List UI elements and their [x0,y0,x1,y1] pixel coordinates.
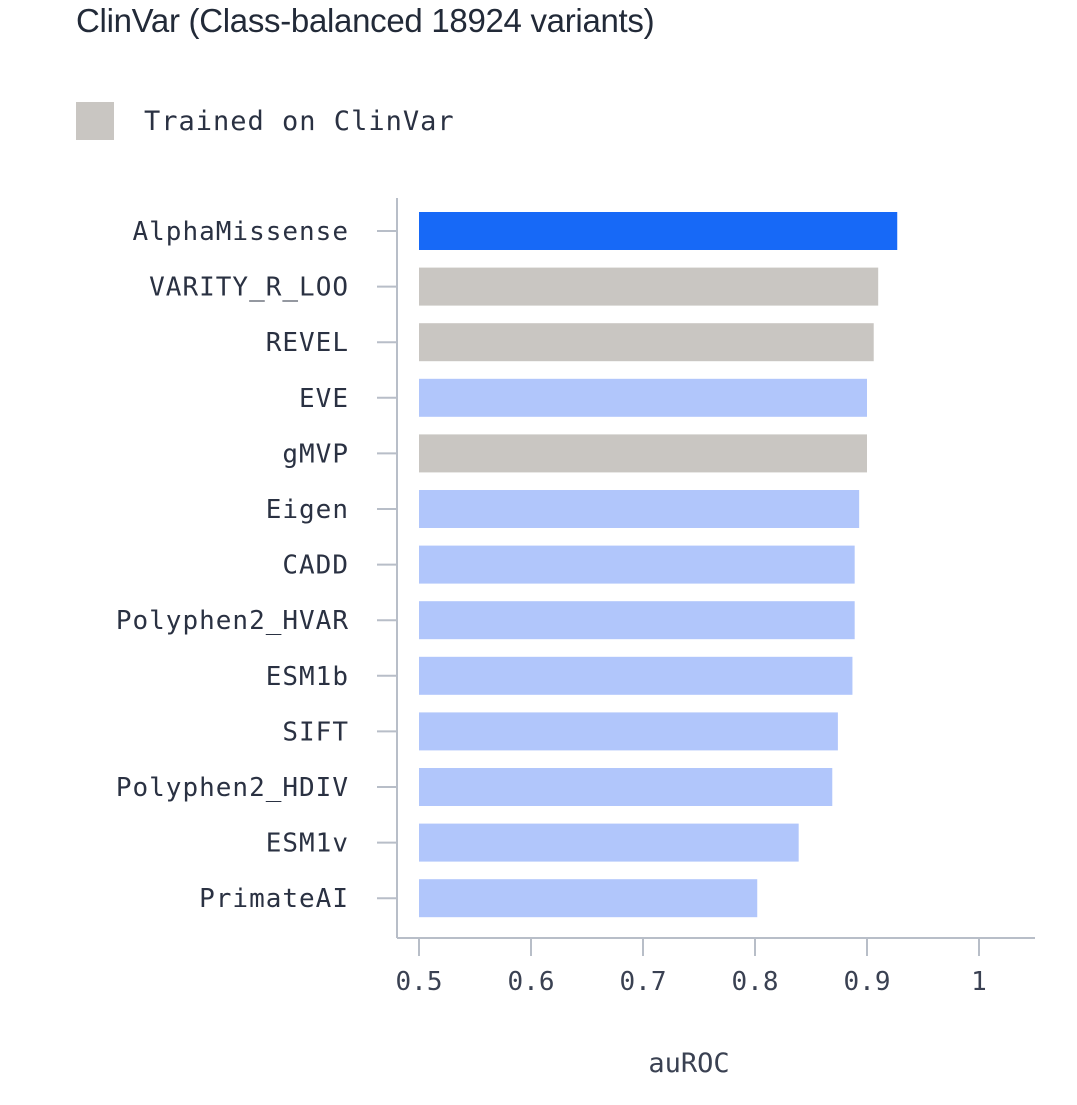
category-label-varity-r-loo: VARITY_R_LOO [149,273,349,303]
x-tick-label-0-5: 0.5 [396,967,443,997]
bar-polyphen2-hvar [419,601,855,640]
x-tick-label-0-7: 0.7 [620,967,667,997]
category-label-eve: EVE [299,384,349,414]
legend-label-trained-on-clinvar: Trained on ClinVar [144,105,455,137]
x-tick-label-0-9: 0.9 [844,967,891,997]
category-label-sift: SIFT [282,717,349,747]
category-label-polyphen2-hdiv: Polyphen2_HDIV [116,773,349,803]
legend-swatch-trained-on-clinvar [76,102,114,140]
bar-sift [419,712,838,751]
bar-cadd [419,545,855,584]
category-label-esm1b: ESM1b [266,662,349,692]
category-label-primateai: PrimateAI [199,884,349,914]
x-tick-label-0-6: 0.6 [508,967,555,997]
category-label-esm1v: ESM1v [266,829,349,859]
chart-title: ClinVar (Class-balanced 18924 variants) [76,2,655,39]
category-label-eigen: Eigen [266,495,349,525]
bar-esm1v [419,823,799,862]
bar-alphamissense [419,212,898,250]
bar-eve [419,378,867,417]
bar-polyphen2-hdiv [419,768,833,806]
bar-esm1b [419,656,853,695]
bars-group [419,212,898,918]
legend: Trained on ClinVar [76,102,455,140]
bar-eigen [419,490,860,528]
axes-group: 0.5 0.6 0.7 0.8 0.9 1 [377,198,1035,997]
category-label-alphamissense: AlphaMissense [133,217,350,247]
category-label-polyphen2-hvar: Polyphen2_HVAR [116,606,349,636]
category-labels-group: AlphaMissense VARITY_R_LOO REVEL EVE gMVP Eig… [116,217,350,914]
bar-gmvp [419,434,867,473]
x-tick-label-1: 1 [971,967,987,997]
bar-revel [419,323,874,362]
category-label-revel: REVEL [266,328,349,358]
category-label-cadd: CADD [282,551,349,581]
x-tick-label-0-8: 0.8 [732,967,779,997]
bar-primateai [419,879,758,918]
category-label-gmvp: gMVP [282,439,349,469]
x-axis-title: auROC [648,1048,729,1079]
bar-varity-r-loo [419,267,879,306]
